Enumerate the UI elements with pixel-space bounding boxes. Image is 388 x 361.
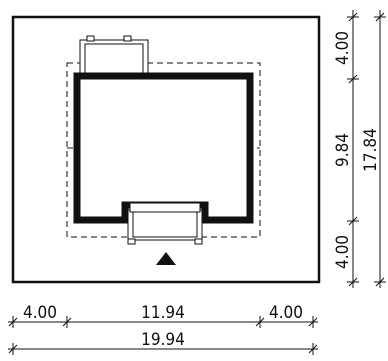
dim-total-depth: 17.84 — [361, 128, 381, 172]
plot-boundary — [11, 15, 321, 284]
rear-terrace — [79, 35, 149, 78]
building-walls — [73, 72, 254, 224]
right-dimension-chain — [347, 10, 386, 288]
bottom-dimension-chain — [8, 316, 318, 355]
dim-total-width: 19.94 — [141, 330, 185, 350]
dim-bottom-setback: 4.00 — [333, 235, 353, 269]
dim-left-setback: 4.00 — [23, 303, 57, 323]
dim-building-width: 11.94 — [141, 303, 185, 323]
entrance-triangle-icon — [156, 252, 176, 265]
dim-top-setback: 4.00 — [333, 31, 353, 65]
dim-building-depth: 9.84 — [333, 133, 353, 167]
dim-right-setback: 4.00 — [269, 303, 303, 323]
front-porch — [127, 202, 203, 245]
